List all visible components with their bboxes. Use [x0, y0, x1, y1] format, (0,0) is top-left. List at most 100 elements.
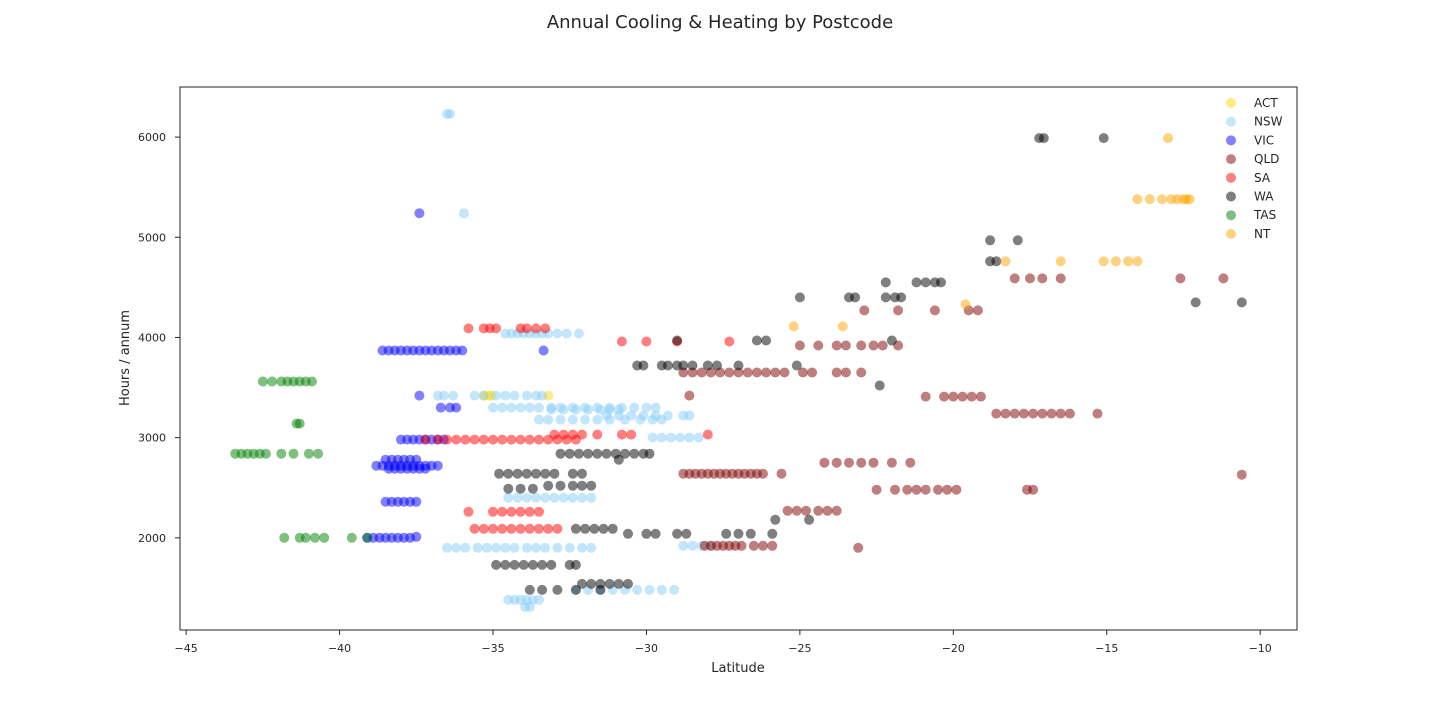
data-point-nsw — [567, 492, 578, 503]
data-point-nsw — [573, 328, 584, 339]
data-point-wa — [662, 360, 673, 371]
data-point-nsw — [521, 390, 532, 401]
data-point-qld — [853, 542, 864, 553]
data-point-nsw — [684, 432, 695, 443]
data-point-sa — [463, 506, 474, 517]
data-point-qld — [868, 340, 879, 351]
data-point-wa — [638, 360, 649, 371]
data-point-wa — [880, 292, 891, 303]
data-point-qld — [933, 484, 943, 495]
data-point-vic — [411, 531, 422, 542]
data-point-wa — [555, 448, 566, 459]
data-point-sa — [549, 429, 560, 440]
data-point-nsw — [512, 492, 523, 503]
data-point-nsw — [629, 402, 640, 413]
data-point-vic — [411, 496, 422, 507]
data-point-wa — [702, 360, 713, 371]
data-point-wa — [804, 514, 815, 525]
data-point-wa — [577, 578, 587, 589]
data-point-wa — [509, 559, 520, 570]
data-point-qld — [696, 367, 707, 378]
data-point-tas — [257, 376, 268, 387]
data-point-qld — [1175, 273, 1186, 284]
data-point-wa — [991, 256, 1002, 267]
data-point-wa — [577, 480, 587, 491]
data-point-wa — [620, 448, 630, 459]
data-point-wa — [598, 523, 609, 534]
data-point-qld — [1046, 408, 1057, 419]
data-point-qld — [733, 367, 744, 378]
data-point-wa — [586, 480, 597, 491]
x-tick-label: −30 — [635, 642, 658, 655]
data-point-vic — [451, 402, 462, 413]
data-point-wa — [546, 559, 557, 570]
legend-marker — [1226, 172, 1236, 183]
data-point-qld — [890, 484, 900, 495]
data-point-tas — [291, 418, 302, 429]
data-point-nsw — [438, 390, 449, 401]
x-axis-ticks: −45 −40 −35 −30 −25 −20 −15 −10 — [175, 630, 1272, 655]
data-point-nsw — [500, 542, 511, 553]
data-point-nsw — [524, 602, 535, 612]
data-point-sa — [506, 523, 517, 534]
data-point-qld — [748, 540, 759, 551]
y-tick-label: 6000 — [138, 131, 166, 144]
x-tick-label: −40 — [328, 642, 351, 655]
data-point-wa — [936, 277, 946, 288]
data-point-sa — [515, 523, 526, 534]
data-point-wa — [911, 277, 922, 288]
data-point-qld — [770, 367, 781, 378]
data-point-sa — [497, 506, 508, 517]
data-point-sa — [552, 523, 563, 534]
data-point-wa — [537, 584, 548, 595]
data-point-qld — [822, 505, 833, 516]
data-point-nsw — [632, 584, 643, 595]
data-point-nt — [1132, 256, 1143, 267]
legend-item-vic: VIC — [1226, 133, 1274, 147]
legend-label: QLD — [1254, 152, 1279, 166]
data-point-wa — [791, 360, 802, 371]
data-point-wa — [567, 480, 578, 491]
data-point-qld — [991, 408, 1002, 419]
data-point-tas — [307, 376, 317, 387]
data-point-sa — [442, 434, 452, 445]
data-point-qld — [831, 457, 842, 468]
data-point-qld — [957, 391, 968, 402]
data-point-nsw — [478, 390, 489, 401]
data-point-wa — [751, 335, 762, 346]
data-point-qld — [794, 340, 805, 351]
data-point-qld — [844, 457, 854, 468]
data-point-nsw — [543, 414, 554, 425]
data-point-tas — [288, 448, 299, 459]
y-tick-label: 4000 — [138, 331, 166, 344]
data-point-wa — [1012, 235, 1023, 246]
data-point-wa — [623, 528, 633, 539]
data-point-nsw — [521, 492, 532, 503]
data-point-nsw — [586, 492, 597, 503]
data-point-tas — [300, 532, 311, 543]
data-point-nsw — [638, 410, 649, 421]
data-point-qld — [911, 484, 922, 495]
data-point-nt — [1184, 194, 1195, 205]
legend-marker — [1226, 154, 1236, 165]
data-point-sa — [488, 434, 498, 445]
data-point-wa — [573, 448, 584, 459]
legend-item-nt: NT — [1226, 227, 1271, 241]
data-point-qld — [1037, 408, 1048, 419]
data-point-sa — [469, 434, 480, 445]
data-point-tas — [267, 376, 278, 387]
data-point-wa — [886, 335, 897, 346]
data-point-nsw — [647, 432, 658, 443]
data-point-nsw — [675, 432, 686, 443]
data-point-nsw — [531, 492, 541, 503]
data-point-wa — [567, 468, 578, 479]
data-point-wa — [687, 360, 698, 371]
y-axis-label: Hours / annum — [118, 310, 133, 406]
data-point-nsw — [561, 328, 572, 339]
data-point-nsw — [451, 542, 462, 553]
series-nt — [788, 133, 1195, 332]
data-point-wa — [577, 468, 587, 479]
data-point-qld — [758, 468, 768, 479]
data-point-wa — [521, 468, 532, 479]
